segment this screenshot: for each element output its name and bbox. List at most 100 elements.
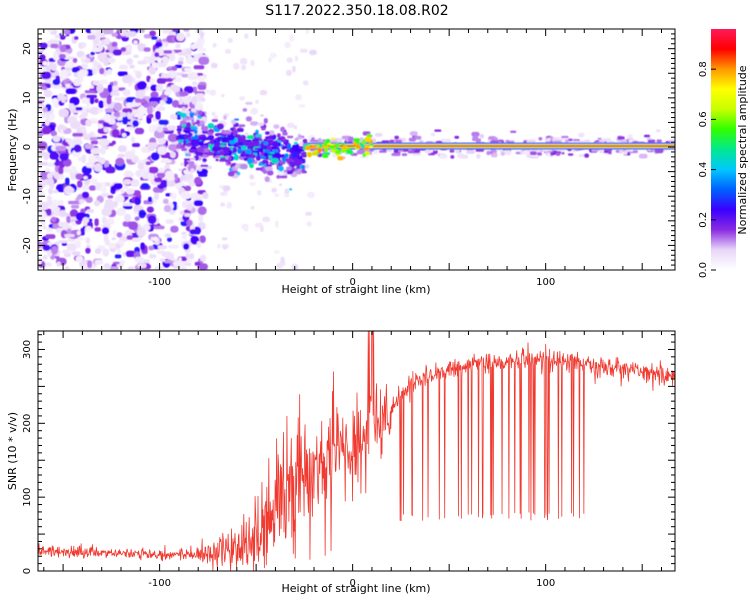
spectrogram-halo-cell <box>424 149 432 154</box>
spectrogram-noise-cell <box>107 217 114 223</box>
spectrogram-transition-cell <box>192 122 196 126</box>
spectrogram-transition-cell <box>198 141 204 147</box>
spectrogram-noise-cell <box>179 266 187 270</box>
spectrogram-transition-cell <box>196 119 200 125</box>
spectrogram-transition-cell <box>255 167 263 171</box>
spectrogram-transition-cell <box>296 151 301 155</box>
spectrogram-noise-cell <box>241 64 246 71</box>
spectrogram-noise-cell <box>49 152 59 160</box>
spectrogram-noise-cell <box>185 32 191 38</box>
spectrogram-noise-cell <box>61 242 68 246</box>
y-tick-label: 300 <box>22 340 33 359</box>
spectrogram-halo-cell <box>373 149 378 155</box>
spectrogram-transition-cell <box>286 170 293 175</box>
spectrogram-noise-cell <box>89 137 98 141</box>
spectrogram-noise-cell <box>276 170 284 176</box>
spectrogram-noise-cell <box>72 133 84 137</box>
spectrogram-halo-cell <box>655 148 664 154</box>
spectrogram-noise-cell <box>58 199 64 206</box>
spectrogram-noise-cell <box>53 189 59 194</box>
spectrogram-noise-cell <box>100 186 107 193</box>
spectrogram-noise-cell <box>309 49 317 56</box>
spectrogram-noise-cell <box>137 106 147 115</box>
spectrogram-noise-cell <box>156 126 164 133</box>
spectrogram-noise-cell <box>192 86 197 93</box>
spectrogram-noise-cell <box>59 44 67 53</box>
spectrogram-noise-cell <box>73 78 82 87</box>
spectrogram-halo-cell <box>656 129 661 133</box>
spectrogram-noise-cell <box>226 201 232 209</box>
spectrogram-noise-cell <box>104 37 110 45</box>
spectrogram-noise-cell <box>98 157 106 164</box>
spectrogram-noise-cell <box>280 256 285 263</box>
spectrogram-halo-cell <box>438 153 448 159</box>
spectrogram-noise-cell <box>156 84 164 92</box>
spectrogram-transition-cell <box>223 115 227 120</box>
spectrogram-line-start-cell <box>335 153 340 157</box>
spectrogram-transition-cell <box>284 154 289 157</box>
spectrogram-noise-cell <box>178 57 184 62</box>
spectrogram-noise-cell <box>116 248 122 254</box>
spectrogram-transition-cell <box>194 129 198 134</box>
spectrogram-noise-cell <box>122 251 127 257</box>
spectrogram-halo-cell <box>550 152 556 155</box>
spectrogram-noise-cell <box>305 211 312 216</box>
spectrogram-transition-cell <box>209 139 215 145</box>
spectrogram-noise-cell <box>65 88 77 94</box>
spectrogram-noise-cell <box>54 172 60 180</box>
spectrogram-noise-cell <box>119 64 129 70</box>
spectrogram-transition-cell <box>264 176 270 182</box>
spectrogram-noise-cell <box>83 179 91 186</box>
y-tick-label: -20 <box>22 237 33 253</box>
spectrogram-noise-cell <box>55 145 67 152</box>
spectrogram-noise-cell <box>189 253 195 260</box>
spectrogram-noise-cell <box>46 195 53 202</box>
spectrogram-noise-cell <box>221 94 225 98</box>
spectrogram-noise-cell <box>179 91 189 96</box>
spectrogram-halo-cell <box>584 139 591 143</box>
spectrogram-transition-cell <box>219 151 225 156</box>
spectrogram-noise-cell <box>185 49 192 55</box>
spectrogram-halo-cell <box>638 153 648 159</box>
spectrogram-noise-cell <box>39 190 45 198</box>
spectrogram-transition-cell <box>279 175 288 179</box>
spectrogram-noise-cell <box>148 245 155 251</box>
spectrogram-noise-cell <box>198 263 208 270</box>
spectrogram-noise-cell <box>172 265 180 269</box>
spectrogram-transition-cell <box>178 168 183 171</box>
colorbar-tick-label: 0.6 <box>698 111 709 127</box>
spectrogram-noise-cell <box>90 29 97 34</box>
spectrogram-halo-cell <box>356 150 365 155</box>
spectrogram-noise-cell <box>190 168 195 173</box>
spectrogram-halo-cell <box>318 137 322 143</box>
spectrogram-noise-cell <box>90 140 99 145</box>
spectrogram-transition-cell <box>242 150 246 156</box>
spectrogram-noise-cell <box>46 227 53 233</box>
spectrogram-halo-cell <box>430 132 436 136</box>
spectrogram-noise-cell <box>105 166 116 174</box>
spectrogram-noise-cell <box>63 166 70 173</box>
spectrogram-noise-cell <box>279 261 286 266</box>
spectrogram-halo-cell <box>537 152 542 156</box>
spectrogram-noise-cell <box>116 117 123 121</box>
spectrogram-noise-cell <box>108 243 117 249</box>
spectrogram-noise-cell <box>148 166 159 174</box>
spectrogram-line-start-cell <box>315 145 320 148</box>
spectrogram-transition-cell <box>276 133 281 138</box>
spectrogram-halo-cell <box>591 149 598 152</box>
spectrogram-transition-cell <box>286 166 293 170</box>
spectrogram-transition-cell <box>288 161 296 165</box>
spectrogram-noise-cell <box>106 95 112 105</box>
spectrogram-noise-cell <box>59 35 66 40</box>
spectrogram-noise-cell <box>133 54 139 58</box>
spectrogram-line-start-cell <box>364 136 372 142</box>
spectrogram-noise-cell <box>153 192 159 200</box>
spectrogram-noise-cell <box>97 108 104 113</box>
spectrogram-noise-cell <box>72 251 81 256</box>
spectrogram-noise-cell <box>202 192 209 199</box>
spectrogram-noise-cell <box>196 241 202 248</box>
spectrogram-transition-cell <box>238 146 242 150</box>
spectrogram-noise-cell <box>191 96 197 105</box>
spectrogram-noise-cell <box>195 93 205 98</box>
spectrogram-transition-cell <box>279 183 282 186</box>
